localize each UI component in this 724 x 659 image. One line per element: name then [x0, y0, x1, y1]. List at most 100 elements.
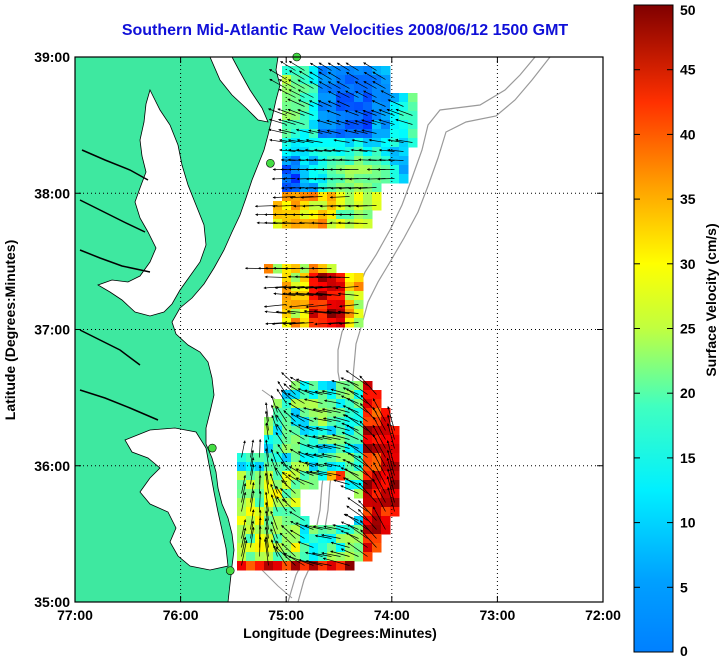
velocity-cell [309, 318, 319, 328]
velocity-cell [300, 399, 310, 409]
velocity-cell [354, 381, 364, 391]
velocity-vector [241, 527, 247, 548]
velocity-vector [270, 458, 278, 476]
velocity-cell [282, 219, 292, 229]
velocity-vector [268, 118, 287, 125]
velocity-cell [264, 543, 274, 553]
velocity-cell [327, 534, 337, 544]
velocity-vector [372, 407, 386, 431]
velocity-vector [263, 538, 269, 566]
velocity-vector [305, 138, 323, 143]
velocity-cell [336, 543, 346, 553]
velocity-vector [275, 432, 287, 449]
velocity-cell [336, 309, 346, 319]
velocity-cell [291, 75, 301, 85]
velocity-cell [372, 201, 382, 211]
velocity-vector [265, 447, 269, 467]
velocity-vector [309, 62, 323, 71]
velocity-cell [309, 534, 319, 544]
velocity-cell [336, 102, 346, 112]
colorbar-tick-label: 50 [680, 2, 696, 18]
velocity-vector [372, 478, 386, 503]
velocity-vector [269, 69, 287, 80]
velocity-vector [269, 138, 287, 143]
x-axis-title: Longitude (Degrees:Minutes) [243, 625, 437, 641]
velocity-cell [309, 219, 319, 229]
velocity-vector [316, 119, 332, 125]
velocity-cell [291, 534, 301, 544]
velocity-vector [344, 110, 359, 116]
velocity-cell [354, 390, 364, 400]
velocity-vector [347, 443, 368, 458]
velocity-vector [283, 410, 296, 422]
velocity-cell [354, 516, 364, 526]
velocity-cell [363, 525, 373, 535]
velocity-cell [327, 399, 337, 409]
velocity-vector [318, 71, 332, 80]
velocity-cell [300, 444, 310, 454]
velocity-vector [330, 550, 350, 557]
velocity-cell [318, 273, 328, 283]
velocity-vector [372, 81, 386, 89]
velocity-vector [278, 128, 296, 134]
velocity-cell [291, 156, 301, 166]
velocity-cell [291, 471, 301, 481]
velocity-cell [273, 201, 283, 211]
velocity-vector [354, 110, 368, 116]
velocity-vector [363, 90, 377, 98]
velocity-cell [354, 426, 364, 436]
colorbar-tick-label: 20 [680, 385, 696, 401]
velocity-cell [318, 552, 328, 562]
velocity-cell [273, 552, 283, 562]
velocity-vector [317, 129, 332, 134]
velocity-vector [329, 195, 350, 199]
velocity-vector [290, 520, 305, 530]
velocity-cell [318, 66, 328, 76]
velocity-cell [291, 516, 301, 526]
y-axis-title: Latitude (Degrees:Minutes) [2, 240, 18, 420]
velocity-vector [296, 442, 314, 449]
velocity-cell [381, 426, 391, 436]
velocity-vector [341, 422, 359, 431]
velocity-cell [390, 498, 400, 508]
velocity-vector [327, 81, 341, 89]
velocity-cell [354, 399, 364, 409]
velocity-cell [300, 552, 310, 562]
colorbar-tick-label: 25 [680, 321, 696, 337]
velocity-cell [345, 75, 355, 85]
velocity-cell [291, 309, 301, 319]
velocity-vector [387, 148, 404, 152]
velocity-cell [381, 147, 391, 157]
velocity-cell [327, 102, 337, 112]
velocity-cell [291, 543, 301, 553]
velocity-cell [363, 120, 373, 130]
velocity-cell [237, 453, 247, 463]
velocity-cell [372, 111, 382, 121]
velocity-vector [322, 444, 341, 449]
velocity-cell [318, 93, 328, 103]
velocity-vector [321, 408, 341, 413]
velocity-cell [336, 426, 346, 436]
velocity-cell [300, 102, 310, 112]
velocity-cell [345, 111, 355, 121]
velocity-cell [336, 138, 346, 148]
velocity-cell [390, 111, 400, 121]
velocity-cell [354, 66, 364, 76]
velocity-cell [291, 444, 301, 454]
velocity-cell [390, 489, 400, 499]
velocity-cell [264, 489, 274, 499]
velocity-vector [372, 398, 386, 422]
river [79, 389, 159, 421]
velocity-cell [390, 174, 400, 184]
velocity-cell [336, 444, 346, 454]
velocity-vector [347, 407, 368, 422]
velocity-cell [327, 111, 337, 121]
velocity-cell [318, 534, 328, 544]
velocity-cell [345, 84, 355, 94]
velocity-vector [270, 494, 278, 512]
velocity-cell [336, 561, 346, 571]
colorbar-tick-label: 10 [680, 515, 696, 531]
land-mass [75, 57, 281, 602]
velocity-cell [273, 219, 283, 229]
